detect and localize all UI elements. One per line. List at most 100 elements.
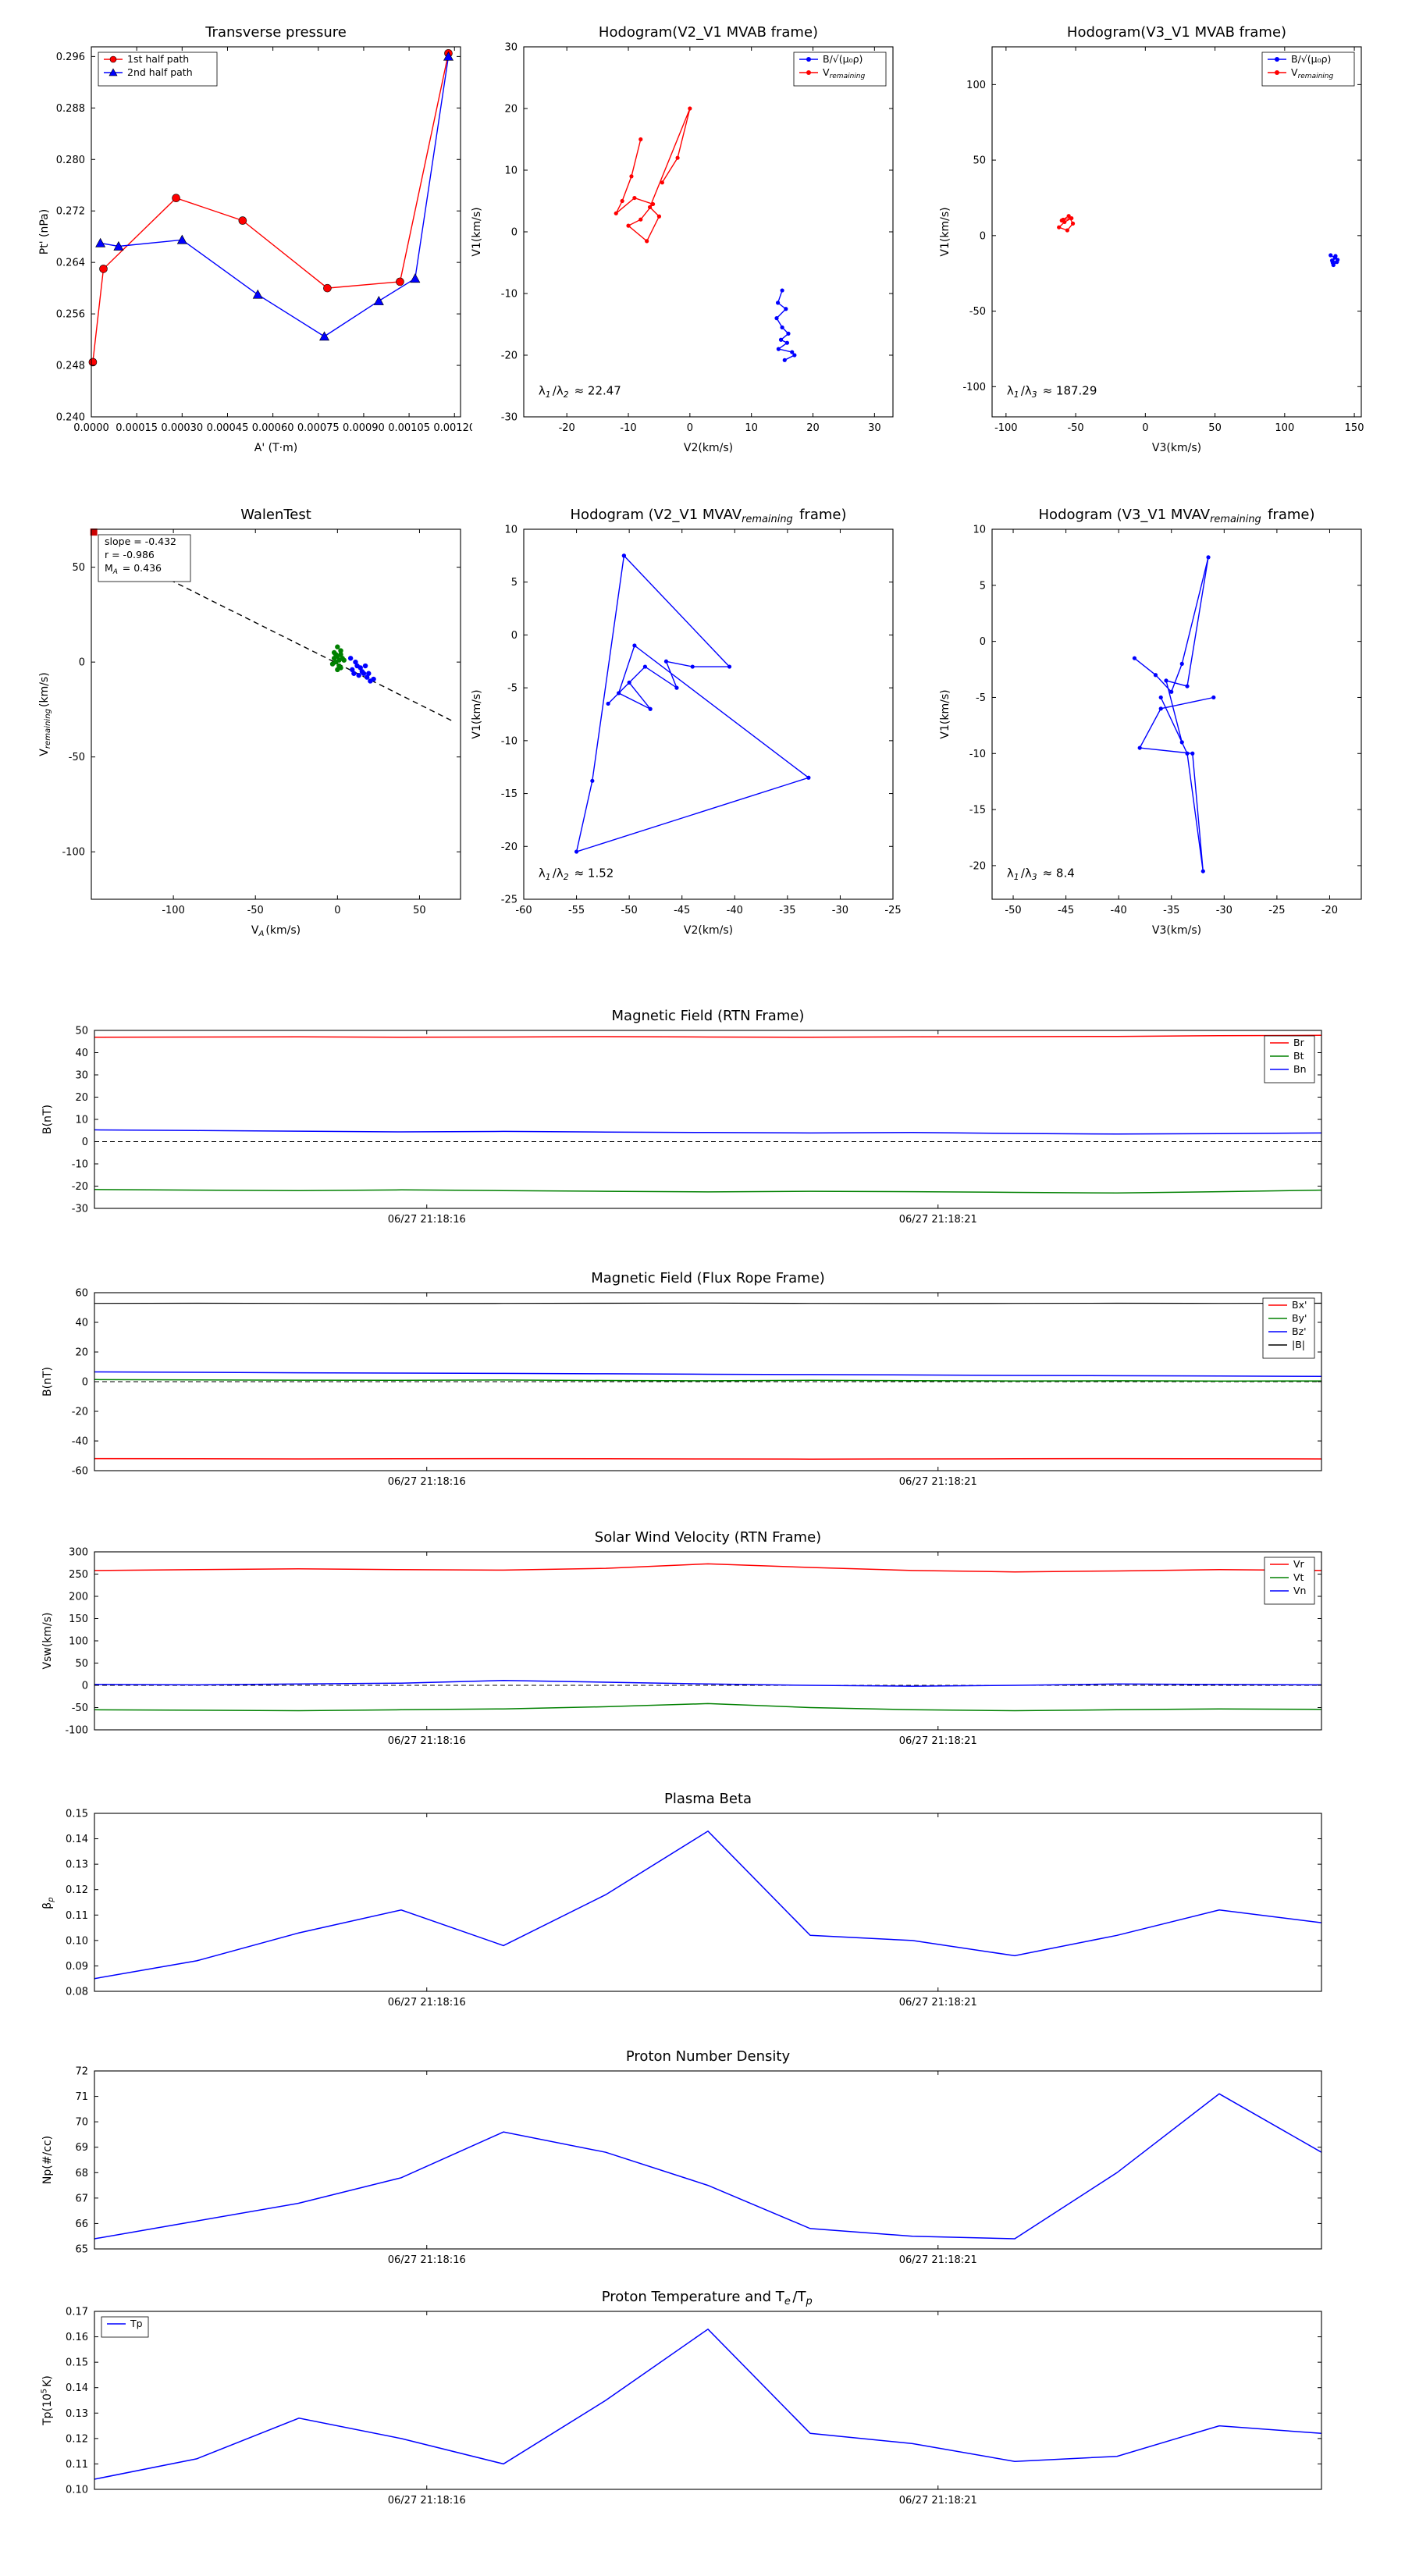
chart-transverse-pressure: 0.0000 0.00015 0.00030 0.00045 0.00060 0.0007… [20, 8, 475, 484]
svg-text:06/27 21:18:16: 06/27 21:18:16 [388, 2254, 466, 2266]
svg-text:-5: -5 [507, 683, 518, 695]
walen-test-y-axis: -100 -50 0 50 [62, 562, 461, 859]
mag-field-flux-rope-plot: 06/27 21:18:16 06/27 21:18:21 -60 -40 -20 0 20… [41, 1270, 1322, 1488]
proton-density-plot: 06/27 21:18:16 06/27 21:18:21 65 66 67 68 69 70… [41, 2048, 1322, 2266]
svg-text:Bz': Bz' [1292, 1325, 1307, 1337]
svg-text:Tp: Tp [130, 2318, 143, 2329]
svg-text:0: 0 [980, 230, 986, 242]
hodogram-v2v1-mvab-frame [523, 46, 894, 418]
hodogram-v3v1-mvab-series-b-field [1329, 253, 1340, 268]
svg-text:-40: -40 [1111, 905, 1127, 916]
svg-text:06/27 21:18:21: 06/27 21:18:21 [899, 2495, 977, 2507]
hodogram-v2v1-mvav-ylabel: V1(km/s) [471, 689, 483, 738]
proton-temperature-legend: Tp [101, 2316, 149, 2338]
svg-text:Bt: Bt [1293, 1050, 1304, 1062]
svg-text:50: 50 [973, 155, 986, 167]
proton-density-series-group [94, 2093, 1322, 2240]
plasma-beta-series-beta-p [94, 1830, 1322, 1980]
hodogram-v3v1-mvav-series-group [1132, 555, 1216, 873]
solar-wind-velocity-x-axis: 06/27 21:18:16 06/27 21:18:21 [388, 1552, 977, 1747]
svg-text:0: 0 [687, 422, 693, 434]
solar-wind-velocity-series-group [94, 1563, 1322, 1712]
svg-text:20: 20 [504, 104, 518, 116]
svg-text:5: 5 [511, 577, 518, 589]
svg-text:-50: -50 [69, 752, 85, 763]
hodogram-v2v1-mvab-x-axis: -20 -10 0 10 20 30 [559, 47, 881, 434]
svg-text:69: 69 [75, 2142, 88, 2154]
solar-wind-velocity-series-Vt [94, 1703, 1322, 1712]
proton-temperature-title: Proton Temperature and Te /Tp [602, 2289, 815, 2307]
walen-test-x-axis: -100 -50 0 50 [162, 529, 426, 916]
solar-wind-velocity-title: Solar Wind Velocity (RTN Frame) [595, 1529, 821, 1546]
svg-text:-50: -50 [621, 905, 638, 916]
svg-text:06/27 21:18:21: 06/27 21:18:21 [899, 1476, 977, 1488]
svg-text:10: 10 [504, 165, 518, 177]
hodogram-v3v1-mvab-plot: -100 -50 0 50 100 150 -100 -50 0 50 100 Hodogram(V3… [939, 24, 1364, 454]
hodogram-v3v1-mvav-annotation: λ1 /λ3 ≈ 8.4 [1007, 866, 1075, 882]
svg-text:B/√(μ₀ρ): B/√(μ₀ρ) [1291, 53, 1331, 65]
svg-text:-100: -100 [62, 847, 85, 859]
svg-text:-20: -20 [501, 841, 518, 853]
svg-text:300: 300 [69, 1547, 88, 1559]
transverse-pressure-x-axis: 0.0000 0.00015 0.00030 0.00045 0.00060 0.0007… [73, 47, 475, 434]
svg-text:0.16: 0.16 [66, 2332, 88, 2343]
chart-walen-test: -100 -50 0 50 -100 -50 0 50 WalenTest VA (km/s) Vr… [20, 490, 472, 966]
mag-field-rtn-x-axis: 06/27 21:18:16 06/27 21:18:21 [388, 1030, 977, 1226]
svg-text:20: 20 [75, 1092, 88, 1104]
mag-field-rtn-plot: 06/27 21:18:16 06/27 21:18:21 -30 -20 -10 0 10… [41, 1008, 1322, 1226]
hodogram-v2v1-mvav-series-v-hodogram [574, 553, 811, 854]
svg-text:0.280: 0.280 [56, 155, 85, 166]
svg-text:10: 10 [504, 525, 518, 536]
transverse-pressure-frame [91, 46, 461, 418]
svg-text:-60: -60 [72, 1466, 88, 1478]
svg-text:06/27 21:18:16: 06/27 21:18:16 [388, 1735, 466, 1747]
svg-text:0.12: 0.12 [66, 1884, 88, 1896]
proton-density-x-axis: 06/27 21:18:16 06/27 21:18:21 [388, 2071, 977, 2266]
svg-text:-40: -40 [72, 1436, 88, 1448]
hodogram-v2v1-mvav-frame [523, 528, 894, 900]
svg-text:0.13: 0.13 [66, 2408, 88, 2420]
svg-text:50: 50 [75, 1026, 88, 1037]
chart-proton-temperature: 06/27 21:18:16 06/27 21:18:21 0.10 0.11 0.12… [31, 2276, 1335, 2514]
svg-text:0.09: 0.09 [66, 1961, 88, 1973]
svg-text:0.11: 0.11 [66, 2459, 88, 2471]
svg-text:-100: -100 [962, 382, 986, 393]
svg-text:-25: -25 [884, 905, 901, 916]
svg-text:-100: -100 [65, 1725, 88, 1737]
proton-temperature-series-group [94, 2328, 1322, 2480]
proton-density-ylabel: Np(#/cc) [41, 2136, 54, 2184]
svg-text:0: 0 [511, 630, 518, 642]
hodogram-v2v1-mvav-y-axis: -25 -20 -15 -10 -5 0 5 10 [501, 525, 893, 906]
svg-text:0: 0 [334, 905, 340, 916]
walen-test-frame [91, 528, 461, 900]
svg-text:-50: -50 [1005, 905, 1021, 916]
svg-text:-50: -50 [72, 1703, 88, 1714]
svg-text:0.248: 0.248 [56, 361, 85, 372]
svg-text:70: 70 [75, 2117, 88, 2129]
hodogram-v3v1-mvab-legend: B/√(μ₀ρ)Vremaining [1261, 52, 1355, 87]
svg-text:06/27 21:18:16: 06/27 21:18:16 [388, 1476, 466, 1488]
svg-text:-20: -20 [72, 1181, 88, 1193]
svg-text:-25: -25 [1268, 905, 1285, 916]
hodogram-v2v1-mvab-xlabel: V2(km/s) [684, 442, 733, 454]
hodogram-v3v1-mvav-title: Hodogram (V3_V1 MVAVremaining frame) [1039, 507, 1315, 525]
walen-test-plot: -100 -50 0 50 -100 -50 0 50 WalenTest VA (km/s) Vr… [38, 507, 461, 938]
chart-hodogram-v3v1-mvav: -50 -45 -40 -35 -30 -25 -20 -20 -15 -10 -5 0 5 10 Hodo… [920, 490, 1373, 966]
svg-text:-30: -30 [1216, 905, 1232, 916]
svg-text:0: 0 [980, 636, 986, 648]
svg-text:65: 65 [75, 2244, 88, 2256]
svg-text:B/√(μ₀ρ): B/√(μ₀ρ) [823, 53, 863, 65]
svg-text:Bx': Bx' [1292, 1299, 1307, 1311]
svg-text:r = -0.986: r = -0.986 [105, 549, 155, 560]
svg-text:40: 40 [75, 1318, 88, 1329]
svg-text:50: 50 [75, 1658, 88, 1670]
svg-text:0.10: 0.10 [66, 2485, 88, 2496]
proton-temperature-frame [94, 2311, 1322, 2490]
svg-text:-20: -20 [501, 350, 518, 362]
svg-text:20: 20 [75, 1347, 88, 1359]
hodogram-v3v1-mvab-title: Hodogram(V3_V1 MVAB frame) [1067, 24, 1286, 41]
mag-field-flux-rope-y-axis: -60 -40 -20 0 20 40 60 [72, 1288, 1321, 1478]
solar-wind-velocity-series-Vr [94, 1563, 1322, 1573]
svg-text:-45: -45 [1058, 905, 1074, 916]
